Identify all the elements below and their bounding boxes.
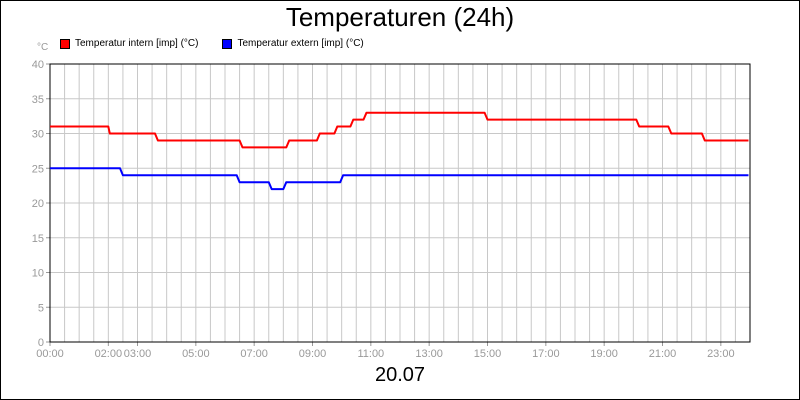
legend-item-extern: Temperatur extern [imp] (°C) bbox=[222, 38, 364, 49]
x-tick-label: 15:00 bbox=[474, 348, 502, 360]
y-tick-label: 35 bbox=[32, 94, 44, 106]
y-axis-unit: °C bbox=[37, 42, 49, 53]
series-line-extern bbox=[50, 167, 749, 191]
x-axis-caption: 20.07 bbox=[374, 364, 426, 386]
y-tick-label: 15 bbox=[32, 233, 44, 245]
series-line-intern bbox=[50, 111, 749, 149]
legend-swatch-extern bbox=[222, 38, 233, 49]
x-tick-label: 13:00 bbox=[415, 348, 443, 360]
legend-label-extern: Temperatur extern [imp] (°C) bbox=[237, 38, 364, 49]
y-tick-label: 10 bbox=[32, 268, 44, 280]
y-tick-label: 40 bbox=[32, 59, 44, 71]
x-tick-label: 00:00 bbox=[36, 348, 64, 360]
x-tick-label: 05:00 bbox=[182, 348, 210, 360]
plot-area-border bbox=[49, 63, 751, 343]
legend-item-intern: Temperatur intern [imp] (°C) bbox=[60, 38, 198, 49]
x-tick-label: 02:00 bbox=[95, 348, 123, 360]
x-tick-label: 03:00 bbox=[124, 348, 152, 360]
y-tick-label: 5 bbox=[38, 302, 44, 314]
x-tick-label: 21:00 bbox=[649, 348, 677, 360]
x-tick-label: 11:00 bbox=[357, 348, 384, 360]
y-tick-label: 20 bbox=[32, 198, 44, 210]
x-tick-label: 07:00 bbox=[240, 348, 268, 360]
legend-swatch-intern bbox=[60, 38, 70, 49]
x-tick-label: 19:00 bbox=[590, 348, 618, 360]
y-tick-label: 25 bbox=[32, 163, 44, 175]
x-tick-label: 09:00 bbox=[299, 348, 327, 360]
legend-label-intern: Temperatur intern [imp] (°C) bbox=[75, 38, 199, 49]
chart-legend: Temperatur intern [imp] (°C) Temperatur … bbox=[60, 38, 364, 49]
chart-title: Temperaturen (24h) bbox=[285, 2, 515, 32]
y-tick-label: 30 bbox=[32, 129, 44, 141]
y-tick-label: 0 bbox=[38, 337, 44, 349]
x-tick-label: 23:00 bbox=[707, 348, 735, 360]
x-tick-label: 17:00 bbox=[532, 348, 560, 360]
